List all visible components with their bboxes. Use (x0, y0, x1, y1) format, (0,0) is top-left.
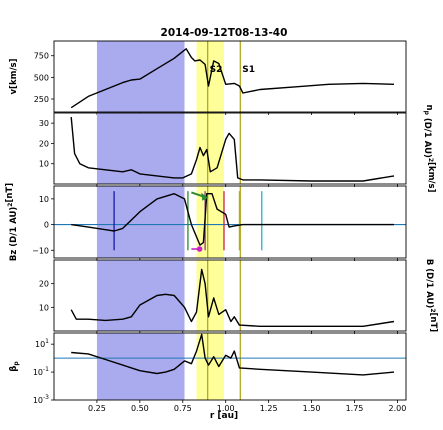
y-tick-label: 500 (34, 73, 49, 82)
panel-4: 10 20 B (D/1 AU)2[nT] (39, 259, 438, 334)
y-tick-label: 10-1 (33, 366, 49, 377)
y-tick-label: 10-3 (33, 394, 49, 405)
panel-frame (53, 185, 407, 259)
y-tick-label: 0 (44, 221, 49, 230)
green-arrow-head (201, 192, 209, 201)
y-axis-label: βp (9, 361, 20, 372)
panel-frame (53, 259, 407, 332)
x-tick-label: 0.25 (88, 404, 106, 413)
region-blue-band (96, 41, 185, 112)
y-tick-label: 20 (39, 139, 49, 148)
series-line (70, 268, 395, 327)
panel-3: 10 0 −10 Bz (D/1 AU)2[nT] (5, 183, 407, 261)
y-axis-label: Bz (D/1 AU)2[nT] (5, 183, 19, 261)
y-axis-label: v[km/s] (9, 58, 19, 94)
shock-label-s1: S1 (242, 65, 255, 75)
panel-1: 250 500 750 v[km/s] S2 S1 (9, 40, 407, 115)
y-tick-label: 750 (34, 52, 49, 61)
shock-label-s2: S2 (210, 65, 223, 75)
x-axis-label: r [au] (210, 411, 238, 421)
y-tick-label: 10 (39, 160, 49, 169)
series-line (70, 117, 395, 182)
panel-frame (53, 40, 407, 113)
x-tick-label: 2.00 (389, 404, 407, 413)
y-tick-label: 250 (34, 95, 49, 104)
x-tick-label: 1.00 (217, 404, 235, 413)
y-tick-label: 101 (35, 338, 49, 349)
y-tick-label: 10 (39, 195, 49, 204)
magenta-marker (196, 246, 203, 252)
y-tick-label: 20 (39, 280, 49, 289)
series-line (71, 333, 395, 376)
x-tick-label: 0.75 (174, 404, 192, 413)
region-yellow-band (196, 186, 224, 258)
x-tick-label: 1.50 (303, 404, 321, 413)
region-yellow-band (196, 260, 224, 331)
region-yellow-band (196, 333, 224, 400)
panel-2: 10 20 30 np (D/1 AU)2[km/s] (39, 105, 436, 193)
x-tick-label: 0.50 (131, 404, 149, 413)
region-blue-band (96, 333, 185, 400)
region-blue-band (96, 186, 185, 258)
panel-5: 101 10-1 10-3 βp (9, 332, 407, 405)
region-blue-band (96, 113, 185, 184)
x-tick-label: 1.25 (260, 404, 278, 413)
y-tick-label: −10 (32, 246, 49, 255)
chart-title: 2014-09-12T08-13-40 (161, 27, 288, 39)
y-axis-label: B (D/1 AU)2[nT] (424, 259, 438, 332)
panel-frame (53, 112, 407, 185)
series-line (70, 48, 395, 109)
series-line (71, 192, 394, 246)
x-tick-label: 1.75 (346, 404, 364, 413)
panel-frame (53, 332, 407, 401)
y-axis-label: np (D/1 AU)2[km/s] (422, 105, 436, 193)
y-tick-label: 10 (39, 303, 49, 312)
y-tick-label: 30 (39, 119, 49, 128)
